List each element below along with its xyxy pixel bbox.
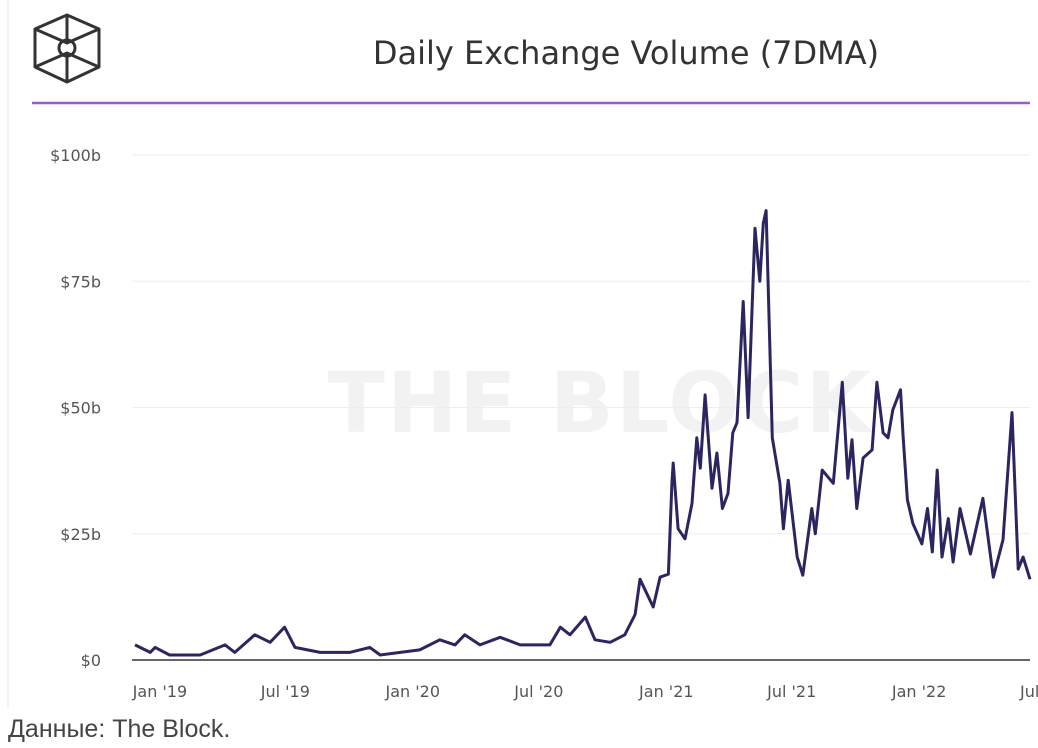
x-tick-label: Jan '21 xyxy=(638,682,694,701)
source-caption: Данные: The Block. xyxy=(8,715,230,743)
y-tick-label: $50b xyxy=(60,399,101,418)
x-tick-label: Jan '22 xyxy=(891,682,947,701)
x-tick-label: Jul '22 xyxy=(1019,682,1038,701)
x-tick-label: Jan '20 xyxy=(385,682,441,701)
y-tick-label: $100b xyxy=(50,146,101,165)
y-tick-label: $25b xyxy=(60,525,101,544)
x-tick-label: Jul '21 xyxy=(766,682,816,701)
y-tick-label: $0 xyxy=(81,651,101,670)
x-tick-label: Jan '19 xyxy=(132,682,188,701)
chart-title: Daily Exchange Volume (7DMA) xyxy=(373,34,879,72)
x-tick-label: Jul '20 xyxy=(513,682,563,701)
watermark: THE BLOCK xyxy=(328,354,874,452)
x-tick-label: Jul '19 xyxy=(260,682,310,701)
y-tick-label: $75b xyxy=(60,272,101,291)
the-block-logo-icon xyxy=(33,13,101,84)
